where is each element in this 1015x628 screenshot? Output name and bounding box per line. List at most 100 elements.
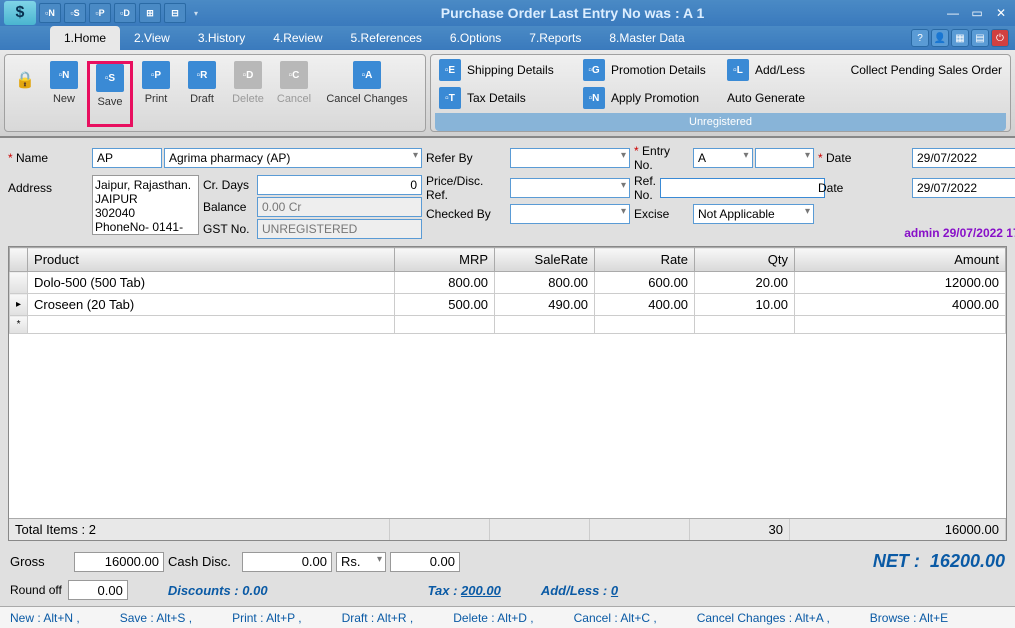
addless-label: Add/Less : xyxy=(541,583,607,598)
table-row-new[interactable]: * xyxy=(10,316,1006,334)
col-qty[interactable]: Qty xyxy=(695,248,795,272)
date1-label: Date xyxy=(818,151,908,165)
excise-field[interactable] xyxy=(693,204,814,224)
menubar: 1.Home 2.View 3.History 4.Review 5.Refer… xyxy=(0,26,1015,50)
name-label: Name xyxy=(8,151,88,165)
menu-home[interactable]: 1.Home xyxy=(50,26,120,50)
totals-row: Total Items : 2 30 16000.00 xyxy=(9,518,1006,540)
cashdisc-field[interactable] xyxy=(242,552,332,572)
menu-review[interactable]: 4.Review xyxy=(259,26,336,50)
address-field[interactable]: Jaipur, Rajasthan. JAIPUR 302040 PhoneNo… xyxy=(92,175,199,235)
delete-button: ▫DDelete xyxy=(225,61,271,127)
cancel-changes-button[interactable]: ▫ACancel Changes xyxy=(317,61,417,127)
col-amount[interactable]: Amount xyxy=(795,248,1006,272)
cashdisc-unit-field[interactable] xyxy=(336,552,386,572)
qat-print[interactable]: ▫P xyxy=(89,3,111,23)
shortcut-print: Print : Alt+P , xyxy=(232,611,301,625)
qat-6[interactable]: ⊟ xyxy=(164,3,186,23)
cashdisc-amt-field[interactable] xyxy=(390,552,460,572)
calc-icon[interactable]: ▦ xyxy=(951,29,969,47)
menu-history[interactable]: 3.History xyxy=(184,26,259,50)
titlebar: $ ▫N ▫S ▫P ▫D ⊞ ⊟ ▾ Purchase Order Last … xyxy=(0,0,1015,26)
menu-references[interactable]: 5.References xyxy=(337,26,436,50)
col-rate[interactable]: Rate xyxy=(595,248,695,272)
addless-link[interactable]: 0 xyxy=(611,583,618,598)
total-qty: 30 xyxy=(690,519,790,540)
name-code-field[interactable] xyxy=(92,148,162,168)
lock-icon: 🔒 xyxy=(15,67,35,93)
ribbon: 🔒 ▫NNew ▫SSave ▫PPrint ▫RDraft ▫DDelete … xyxy=(0,50,1015,138)
gross-field[interactable] xyxy=(74,552,164,572)
cashdisc-label: Cash Disc. xyxy=(168,554,238,569)
collect-pending-button[interactable]: Collect Pending Sales Order xyxy=(831,63,1002,77)
entryno-field[interactable] xyxy=(755,148,815,168)
tax-link[interactable]: 200.00 xyxy=(461,583,501,598)
menu-reports[interactable]: 7.Reports xyxy=(515,26,595,50)
date2-field[interactable] xyxy=(912,178,1015,198)
checkedby-field[interactable] xyxy=(510,204,630,224)
gross-label: Gross xyxy=(10,554,70,569)
notes-icon[interactable]: ▤ xyxy=(971,29,989,47)
qat-draft[interactable]: ▫D xyxy=(114,3,136,23)
shortcut-save: Save : Alt+S , xyxy=(120,611,192,625)
close-button[interactable]: ✕ xyxy=(991,5,1011,21)
name-field[interactable] xyxy=(164,148,422,168)
referby-field[interactable] xyxy=(510,148,630,168)
refno-label: Ref. No. xyxy=(634,174,656,202)
address-label: Address xyxy=(8,181,88,195)
crdays-field[interactable] xyxy=(257,175,422,195)
tax-label: Tax : xyxy=(428,583,458,598)
entryno-prefix-field[interactable] xyxy=(693,148,753,168)
entryno-label: Entry No. xyxy=(634,144,689,172)
qat-customize[interactable]: ▾ xyxy=(190,3,202,23)
shortcut-draft: Draft : Alt+R , xyxy=(342,611,414,625)
excise-label: Excise xyxy=(634,207,689,221)
help-icon[interactable]: ? xyxy=(911,29,929,47)
col-salerate[interactable]: SaleRate xyxy=(495,248,595,272)
shipping-details-button[interactable]: ▫EShipping Details xyxy=(439,59,579,81)
gst-field xyxy=(257,219,422,239)
items-grid[interactable]: Product MRP SaleRate Rate Qty Amount Dol… xyxy=(8,246,1007,541)
col-mrp[interactable]: MRP xyxy=(395,248,495,272)
shortcut-new: New : Alt+N , xyxy=(10,611,80,625)
row-selector-header xyxy=(10,248,28,272)
row-indicator: ▸ xyxy=(10,294,28,316)
qat-new[interactable]: ▫N xyxy=(39,3,61,23)
save-button[interactable]: ▫SSave xyxy=(87,61,133,127)
new-row-indicator: * xyxy=(10,316,28,334)
print-button[interactable]: ▫PPrint xyxy=(133,61,179,127)
refno-field[interactable] xyxy=(660,178,825,198)
table-row[interactable]: Dolo-500 (500 Tab) 800.00 800.00 600.00 … xyxy=(10,272,1006,294)
shortcut-cancel: Cancel : Alt+C , xyxy=(574,611,657,625)
auto-generate-button[interactable]: Auto Generate xyxy=(727,91,867,105)
draft-button[interactable]: ▫RDraft xyxy=(179,61,225,127)
add-less-button[interactable]: ▫LAdd/Less xyxy=(727,59,827,81)
qat-5[interactable]: ⊞ xyxy=(139,3,161,23)
roundoff-field[interactable] xyxy=(68,580,128,600)
col-product[interactable]: Product xyxy=(28,248,395,272)
pricedisc-field[interactable] xyxy=(510,178,630,198)
shortcut-bar: New : Alt+N , Save : Alt+S , Print : Alt… xyxy=(0,606,1015,628)
checkedby-label: Checked By xyxy=(426,207,506,221)
tax-details-button[interactable]: ▫TTax Details xyxy=(439,87,579,109)
promotion-details-button[interactable]: ▫GPromotion Details xyxy=(583,59,723,81)
net-label: NET : 16200.00 xyxy=(464,551,1005,572)
exit-icon[interactable]: ⏻ xyxy=(991,29,1009,47)
menu-view[interactable]: 2.View xyxy=(120,26,184,50)
new-button[interactable]: ▫NNew xyxy=(41,61,87,127)
user-icon[interactable]: 👤 xyxy=(931,29,949,47)
shortcut-browse: Browse : Alt+E xyxy=(870,611,948,625)
menu-options[interactable]: 6.Options xyxy=(436,26,515,50)
discounts-value: 0.00 xyxy=(242,583,267,598)
window-title: Purchase Order Last Entry No was : A 1 xyxy=(202,5,943,21)
shortcut-cancelchanges: Cancel Changes : Alt+A , xyxy=(697,611,830,625)
shortcut-delete: Delete : Alt+D , xyxy=(453,611,533,625)
apply-promotion-button[interactable]: ▫NApply Promotion xyxy=(583,87,723,109)
roundoff-label: Round off xyxy=(10,583,62,597)
maximize-button[interactable]: ▭ xyxy=(967,5,987,21)
menu-masterdata[interactable]: 8.Master Data xyxy=(595,26,698,50)
table-row[interactable]: ▸ Croseen (20 Tab) 500.00 490.00 400.00 … xyxy=(10,294,1006,316)
date1-field[interactable] xyxy=(912,148,1015,168)
qat-save[interactable]: ▫S xyxy=(64,3,86,23)
minimize-button[interactable]: — xyxy=(943,5,963,21)
